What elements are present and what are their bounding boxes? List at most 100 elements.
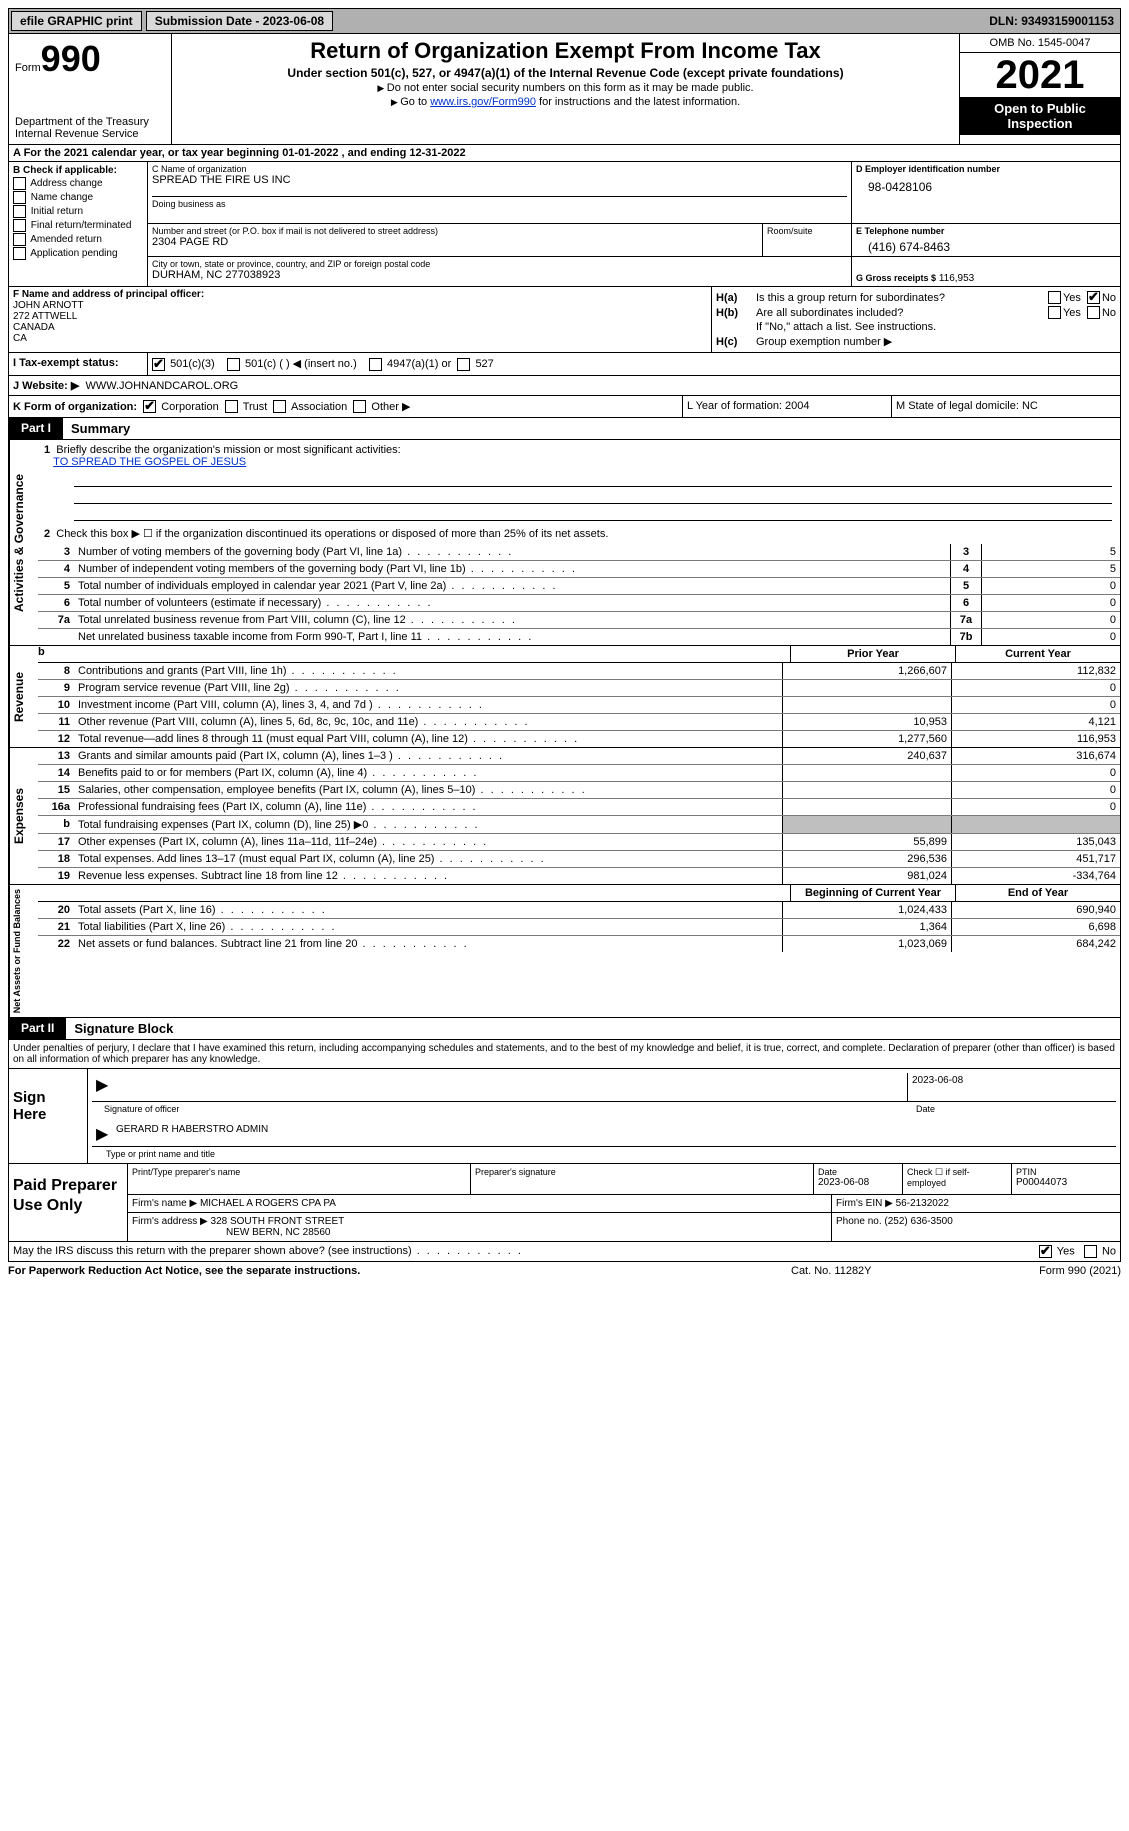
opt-initial-return: Initial return bbox=[31, 206, 83, 217]
ha-yes-check[interactable] bbox=[1048, 291, 1061, 304]
hb-no-check[interactable] bbox=[1087, 306, 1100, 319]
ha-text: Is this a group return for subordinates? bbox=[756, 292, 1048, 304]
opt-final-return: Final return/terminated bbox=[31, 220, 132, 231]
opt-trust: Trust bbox=[243, 401, 268, 413]
data-line: 19Revenue less expenses. Subtract line 1… bbox=[38, 868, 1120, 884]
gross-value: 116,953 bbox=[939, 273, 974, 284]
col-f-officer: F Name and address of principal officer:… bbox=[9, 287, 712, 352]
ha-no-check[interactable] bbox=[1087, 291, 1100, 304]
check-address-change[interactable] bbox=[13, 177, 26, 190]
form-number: 990 bbox=[41, 38, 101, 79]
opt-501c: 501(c) ( ) ◀ (insert no.) bbox=[245, 358, 357, 370]
check-amended-return[interactable] bbox=[13, 233, 26, 246]
sign-date: 2023-06-08 bbox=[907, 1073, 1116, 1101]
check-final-return[interactable] bbox=[13, 219, 26, 232]
q2-text: Check this box ▶ ☐ if the organization d… bbox=[56, 528, 608, 540]
discuss-no: No bbox=[1102, 1246, 1116, 1258]
hc-text: Group exemption number ▶ bbox=[756, 335, 1116, 348]
sign-name-label: Type or print name and title bbox=[92, 1149, 1116, 1159]
mission-text: TO SPREAD THE GOSPEL OF JESUS bbox=[53, 456, 246, 468]
check-association[interactable] bbox=[273, 400, 286, 413]
org-name: SPREAD THE FIRE US INC bbox=[152, 174, 847, 186]
officer-label: F Name and address of principal officer: bbox=[13, 289, 707, 300]
firm-ein-label: Firm's EIN ▶ bbox=[836, 1198, 893, 1209]
vtab-revenue: Revenue bbox=[9, 646, 38, 747]
ein-value: 98-0428106 bbox=[856, 174, 1116, 194]
phone-label: E Telephone number bbox=[856, 226, 1116, 236]
check-trust[interactable] bbox=[225, 400, 238, 413]
firm-ein: 56-2132022 bbox=[896, 1198, 949, 1209]
form-header: Form990 Department of the Treasury Inter… bbox=[8, 34, 1121, 145]
col-b-checkboxes: B Check if applicable: Address change Na… bbox=[9, 162, 148, 286]
data-line: 11Other revenue (Part VIII, column (A), … bbox=[38, 714, 1120, 731]
paid-preparer-label: Paid Preparer Use Only bbox=[9, 1164, 128, 1241]
check-other[interactable] bbox=[353, 400, 366, 413]
discuss-no-check[interactable] bbox=[1084, 1245, 1097, 1258]
data-line: 15Salaries, other compensation, employee… bbox=[38, 782, 1120, 799]
row-i-tax-status: I Tax-exempt status: 501(c)(3) 501(c) ( … bbox=[8, 353, 1121, 376]
opt-527: 527 bbox=[475, 358, 493, 370]
check-name-change[interactable] bbox=[13, 191, 26, 204]
firm-phone: (252) 636-3500 bbox=[884, 1216, 952, 1227]
discuss-text: May the IRS discuss this return with the… bbox=[13, 1245, 1039, 1258]
inspection-label: Open to Public Inspection bbox=[960, 97, 1120, 135]
footer-paperwork: For Paperwork Reduction Act Notice, see … bbox=[8, 1265, 791, 1277]
ptin-label: PTIN bbox=[1016, 1167, 1116, 1177]
check-corporation[interactable] bbox=[143, 400, 156, 413]
hb-note: If "No," attach a list. See instructions… bbox=[756, 321, 1116, 333]
opt-corporation: Corporation bbox=[161, 401, 218, 413]
city-value: DURHAM, NC 277038923 bbox=[152, 269, 847, 281]
paid-preparer-block: Paid Preparer Use Only Print/Type prepar… bbox=[8, 1164, 1121, 1242]
opt-501c3: 501(c)(3) bbox=[170, 358, 215, 370]
opt-address-change: Address change bbox=[30, 178, 102, 189]
org-name-label: C Name of organization bbox=[152, 164, 847, 174]
efile-button[interactable]: efile GRAPHIC print bbox=[11, 11, 142, 31]
addr-value: 2304 PAGE RD bbox=[152, 236, 758, 248]
dln-text: DLN: 93493159001153 bbox=[989, 14, 1120, 28]
opt-name-change: Name change bbox=[31, 192, 93, 203]
data-line: 13Grants and similar amounts paid (Part … bbox=[38, 748, 1120, 765]
check-application-pending[interactable] bbox=[13, 247, 26, 260]
row-j-website: J Website: ▶ WWW.JOHNANDCAROL.ORG bbox=[8, 376, 1121, 396]
vtab-net-assets: Net Assets or Fund Balances bbox=[9, 885, 38, 1017]
prep-date-label: Date bbox=[818, 1167, 898, 1177]
check-527[interactable] bbox=[457, 358, 470, 371]
discuss-yes: Yes bbox=[1057, 1246, 1075, 1258]
print-name-label: Print/Type preparer's name bbox=[132, 1167, 466, 1177]
check-501c3[interactable] bbox=[152, 358, 165, 371]
hdr-end-year: End of Year bbox=[955, 885, 1120, 901]
officer-addr2: CANADA bbox=[13, 322, 707, 333]
data-line: 16aProfessional fundraising fees (Part I… bbox=[38, 799, 1120, 816]
discuss-yes-check[interactable] bbox=[1039, 1245, 1052, 1258]
check-4947[interactable] bbox=[369, 358, 382, 371]
check-initial-return[interactable] bbox=[13, 205, 26, 218]
firm-addr1: 328 SOUTH FRONT STREET bbox=[211, 1216, 345, 1227]
sign-here-block: Sign Here ▶ 2023-06-08 Signature of offi… bbox=[8, 1069, 1121, 1164]
officer-name: JOHN ARNOTT bbox=[13, 300, 707, 311]
hdr-prior-year: Prior Year bbox=[790, 646, 955, 662]
data-line: 12Total revenue—add lines 8 through 11 (… bbox=[38, 731, 1120, 747]
ha-no: No bbox=[1102, 292, 1116, 304]
gov-line: 6Total number of volunteers (estimate if… bbox=[38, 595, 1120, 612]
self-employed-check: Check ☐ if self-employed bbox=[903, 1164, 1012, 1194]
prep-date: 2023-06-08 bbox=[818, 1177, 898, 1188]
col-h-group: H(a) Is this a group return for subordin… bbox=[712, 287, 1120, 352]
tax-year: 2021 bbox=[960, 53, 1120, 97]
check-501c[interactable] bbox=[227, 358, 240, 371]
underline-3 bbox=[74, 506, 1112, 521]
form-label: Form bbox=[15, 62, 41, 74]
irs-link[interactable]: www.irs.gov/Form990 bbox=[430, 96, 536, 108]
ein-label: D Employer identification number bbox=[856, 164, 1116, 174]
prep-sig-label: Preparer's signature bbox=[475, 1167, 809, 1177]
underline-1 bbox=[74, 472, 1112, 487]
submission-date-button[interactable]: Submission Date - 2023-06-08 bbox=[146, 11, 333, 31]
hb-yes-check[interactable] bbox=[1048, 306, 1061, 319]
data-line: 9Program service revenue (Part VIII, lin… bbox=[38, 680, 1120, 697]
part1-title: Summary bbox=[63, 418, 138, 439]
data-line: 14Benefits paid to or for members (Part … bbox=[38, 765, 1120, 782]
year-formation: L Year of formation: 2004 bbox=[682, 396, 891, 418]
data-line: 22Net assets or fund balances. Subtract … bbox=[38, 936, 1120, 952]
officer-addr3: CA bbox=[13, 333, 707, 344]
header-left: Form990 Department of the Treasury Inter… bbox=[9, 34, 172, 144]
data-line: 8Contributions and grants (Part VIII, li… bbox=[38, 663, 1120, 680]
